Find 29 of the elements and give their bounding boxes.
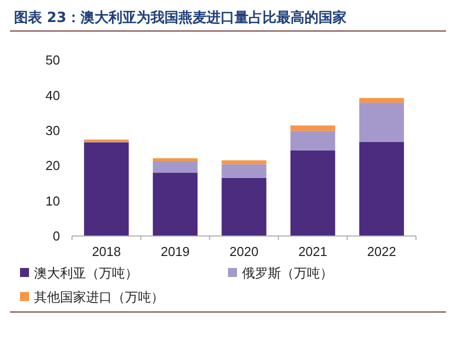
bar [152,158,198,162]
bar [152,172,198,236]
bar [359,142,404,236]
bar [222,164,266,178]
bar [84,142,129,236]
x-tick-label: 2022 [367,244,396,259]
y-tick-label: 40 [46,88,60,103]
y-tick-label: 50 [46,52,60,68]
bar [222,160,266,164]
y-tick-label: 20 [46,158,60,174]
legend-label: 俄罗斯（万吨） [242,266,333,282]
bar [290,125,336,131]
bar [222,178,266,236]
y-tick-label: 0 [52,228,60,244]
chart-title: 图表 23：澳大利亚为我国燕麦进口量占比最高的国家 [14,9,346,26]
bar [290,130,336,150]
x-tick-label: 2021 [298,244,328,259]
bar [359,98,404,103]
bar [152,161,198,173]
bar [84,140,129,142]
bar [290,150,336,236]
legend-label: 澳大利亚（万吨） [34,266,138,282]
x-tick-label: 2020 [230,244,258,259]
legend-label: 其他国家进口（万吨） [34,290,164,306]
bar [359,102,404,142]
y-tick-label: 10 [46,193,60,208]
x-tick-label: 2018 [92,244,121,259]
y-tick-label: 30 [46,122,60,138]
x-tick-label: 2019 [160,244,190,259]
